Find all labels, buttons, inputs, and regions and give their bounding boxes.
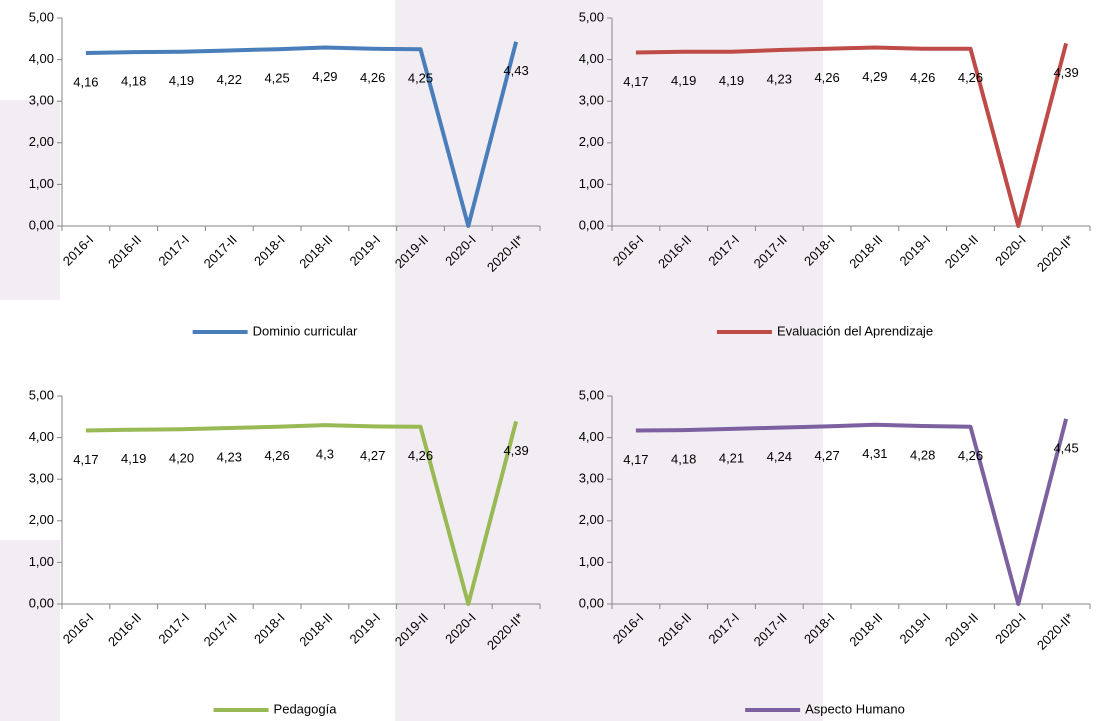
y-tick-label: 5,00	[579, 387, 604, 402]
data-label: 4,16	[73, 74, 98, 89]
data-label: 4,21	[719, 450, 744, 465]
y-tick-label: 0,00	[29, 217, 54, 232]
background-shade	[0, 100, 60, 300]
data-label: 4,20	[169, 451, 194, 466]
y-tick-label: 3,00	[29, 93, 54, 108]
y-tick-label: 2,00	[29, 512, 54, 527]
x-tick-label: 2016-I	[60, 610, 97, 647]
data-label: 4,31	[862, 446, 887, 461]
x-tick-label: 2018-II	[846, 232, 885, 271]
x-tick-label: 2019-II	[942, 610, 981, 649]
data-label: 4,39	[1053, 65, 1078, 80]
data-label: 4,18	[121, 74, 146, 89]
y-tick-label: 0,00	[579, 217, 604, 232]
data-line	[635, 418, 1069, 606]
data-line	[85, 420, 519, 606]
data-label: 4,19	[121, 451, 146, 466]
legend-label: Dominio curricular	[253, 323, 358, 338]
x-tick-label: 2016-I	[60, 232, 97, 269]
legend-label: Aspecto Humano	[805, 701, 905, 716]
x-tick-label: 2018-II	[296, 232, 335, 271]
data-label: 4,26	[958, 448, 983, 463]
y-tick-label: 5,00	[29, 387, 54, 402]
legend-label: Evaluación del Aprendizaje	[777, 323, 933, 338]
data-line	[635, 42, 1069, 228]
x-tick-label: 2018-I	[251, 232, 288, 269]
y-tick-label: 2,00	[29, 134, 54, 149]
x-tick-label: 2020-II*	[1034, 610, 1077, 653]
data-label: 4,17	[623, 74, 648, 89]
legend-label: Pedagogía	[274, 701, 338, 716]
data-label: 4,25	[408, 71, 433, 86]
x-tick-label: 2017-II	[201, 610, 240, 649]
data-label: 4,23	[767, 71, 792, 86]
x-tick-label: 2020-II*	[1034, 232, 1077, 275]
y-tick-label: 5,00	[29, 9, 54, 24]
data-label: 4,18	[671, 452, 696, 467]
x-tick-label: 2020-I	[992, 610, 1029, 647]
data-label: 4,26	[264, 448, 289, 463]
data-label: 4,24	[767, 449, 792, 464]
data-label: 4,43	[503, 63, 528, 78]
y-tick-label: 3,00	[579, 471, 604, 486]
background-shade	[0, 540, 60, 721]
y-tick-label: 1,00	[29, 554, 54, 569]
data-label: 4,26	[958, 70, 983, 85]
y-tick-label: 4,00	[29, 429, 54, 444]
x-tick-label: 2019-I	[897, 610, 934, 647]
data-label: 4,45	[1053, 440, 1078, 455]
y-tick-label: 3,00	[29, 471, 54, 486]
x-tick-label: 2016-II	[105, 232, 144, 271]
x-tick-label: 2019-I	[347, 232, 384, 269]
y-tick-label: 2,00	[579, 512, 604, 527]
y-tick-label: 0,00	[579, 595, 604, 610]
data-label: 4,17	[73, 452, 98, 467]
data-label: 4,3	[316, 447, 334, 462]
y-tick-label: 4,00	[29, 51, 54, 66]
y-tick-label: 4,00	[579, 51, 604, 66]
x-tick-label: 2020-I	[992, 232, 1029, 269]
x-tick-label: 2017-II	[201, 232, 240, 271]
data-label: 4,19	[719, 73, 744, 88]
data-label: 4,19	[671, 73, 696, 88]
y-tick-label: 1,00	[579, 554, 604, 569]
y-tick-label: 4,00	[579, 429, 604, 444]
x-tick-label: 2017-I	[155, 610, 192, 647]
data-label: 4,26	[360, 70, 385, 85]
data-label: 4,27	[814, 448, 839, 463]
data-label: 4,27	[360, 448, 385, 463]
y-tick-label: 0,00	[29, 595, 54, 610]
data-label: 4,17	[623, 452, 648, 467]
x-tick-label: 2018-I	[251, 610, 288, 647]
data-label: 4,26	[910, 70, 935, 85]
data-label: 4,23	[217, 449, 242, 464]
x-tick-label: 2019-I	[897, 232, 934, 269]
data-label: 4,39	[503, 443, 528, 458]
x-tick-label: 2017-I	[155, 232, 192, 269]
data-label: 4,29	[862, 69, 887, 84]
data-label: 4,26	[408, 448, 433, 463]
x-tick-label: 2019-I	[347, 610, 384, 647]
y-tick-label: 5,00	[579, 9, 604, 24]
data-label: 4,25	[264, 71, 289, 86]
x-tick-label: 2019-II	[942, 232, 981, 271]
data-label: 4,22	[217, 72, 242, 87]
data-label: 4,19	[169, 73, 194, 88]
y-tick-label: 1,00	[579, 176, 604, 191]
data-label: 4,29	[312, 69, 337, 84]
x-tick-label: 2018-II	[846, 610, 885, 649]
y-tick-label: 2,00	[579, 134, 604, 149]
x-tick-label: 2018-II	[296, 610, 335, 649]
data-label: 4,28	[910, 447, 935, 462]
y-tick-label: 3,00	[579, 93, 604, 108]
data-label: 4,26	[814, 70, 839, 85]
background-shade	[395, 0, 823, 721]
y-tick-label: 1,00	[29, 176, 54, 191]
x-tick-label: 2016-II	[105, 610, 144, 649]
data-line	[85, 41, 519, 228]
